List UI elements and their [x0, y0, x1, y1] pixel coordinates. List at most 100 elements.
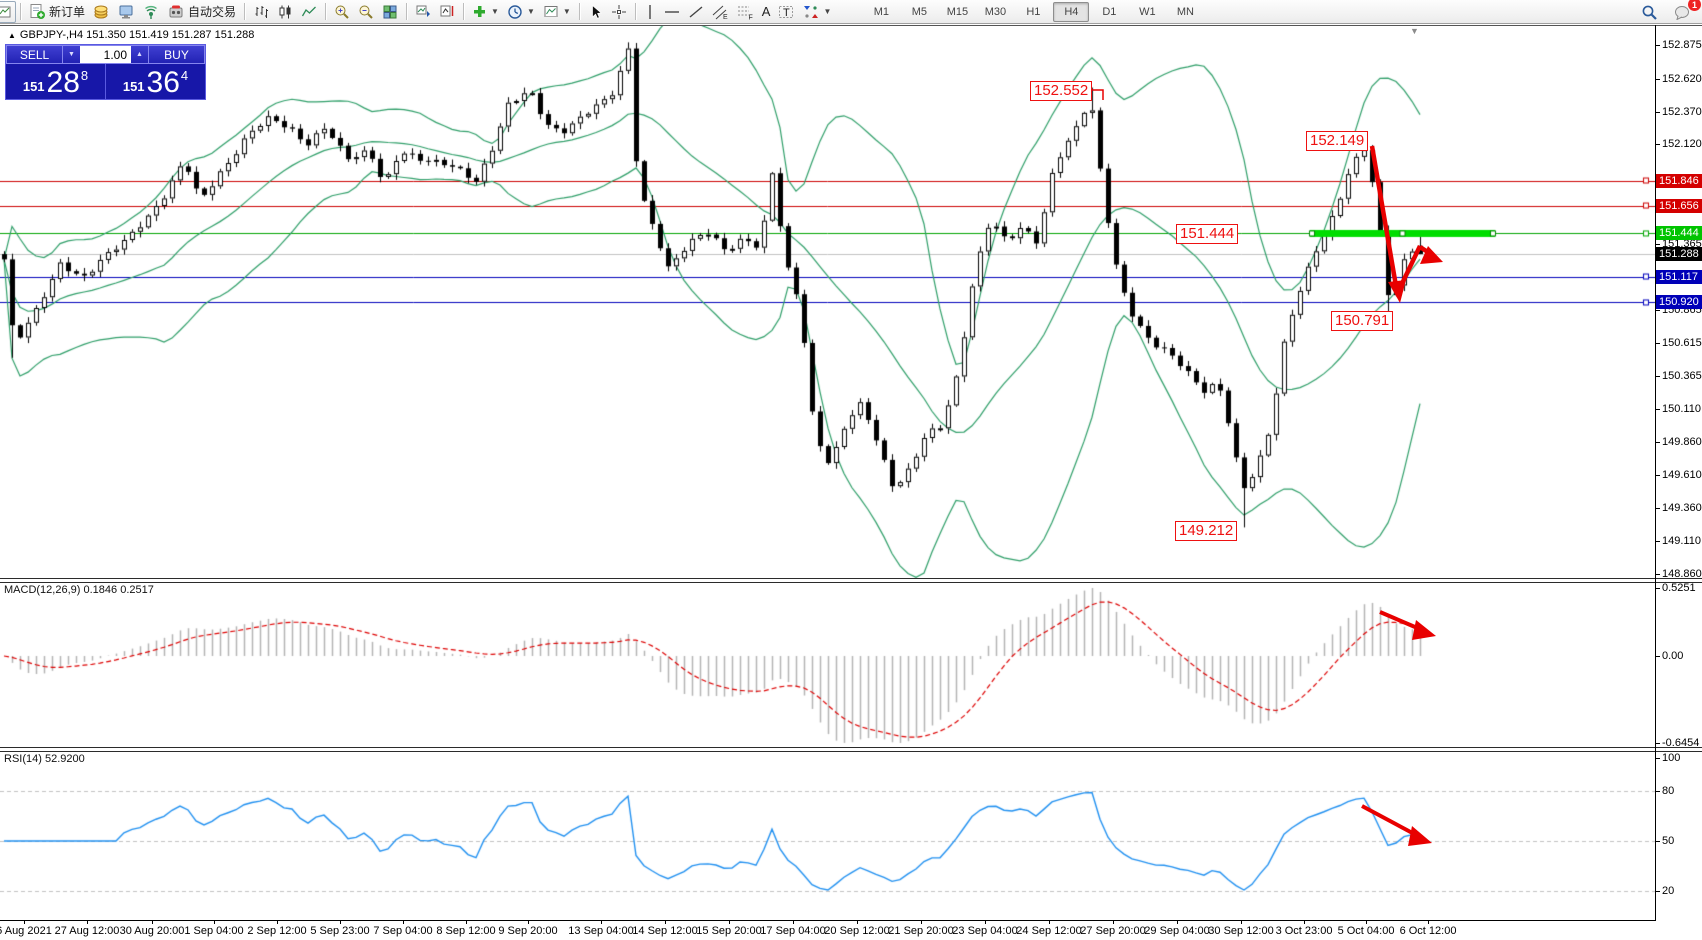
sell-price-display: 151 28 8 [6, 64, 106, 99]
vertical-line-icon [649, 4, 651, 19]
price-axis-tick: 150.615 [1662, 336, 1702, 349]
sell-button[interactable]: SELL [6, 45, 63, 64]
rsi-pane-canvas[interactable] [0, 752, 1655, 920]
price-annotation[interactable]: 150.791 [1331, 311, 1394, 331]
timeframe-button-d1[interactable]: D1 [1102, 5, 1117, 18]
channel-tool-button[interactable]: E [708, 1, 733, 23]
price-annotation[interactable]: 152.552 [1030, 81, 1093, 101]
market-watch-button[interactable] [0, 0, 16, 23]
time-axis-tick-mark [340, 920, 341, 924]
new-order-button[interactable]: 新订单 [25, 1, 89, 23]
pane-divider[interactable] [0, 747, 1702, 752]
price-annotation[interactable]: 151.444 [1176, 224, 1239, 244]
text-tool-icon: A [761, 4, 771, 19]
toolbar-separator [463, 3, 465, 20]
date-label: 30 Aug 20:00 [119, 925, 185, 937]
date-label: 20 Sep 12:00 [824, 925, 890, 937]
periods-button[interactable]: ▼ [503, 1, 539, 23]
price-axis-tick-mark [1655, 112, 1660, 113]
price-annotation[interactable]: 152.149 [1306, 131, 1369, 151]
text-label-tool-button[interactable]: T [774, 1, 799, 23]
price-axis-label: 151.656 [1656, 198, 1702, 213]
dropdown-arrow-icon: ▼ [526, 7, 535, 16]
date-label: 30 Sep 12:00 [1208, 925, 1274, 937]
buy-button[interactable]: BUY [148, 45, 205, 64]
auto-arrange-button[interactable] [411, 1, 435, 23]
date-label: 13 Sep 04:00 [568, 925, 634, 937]
line-chart-mode-button[interactable] [297, 1, 321, 23]
new-order-icon [30, 4, 45, 19]
toolbar-separator [406, 3, 408, 20]
gold-coins-icon [94, 5, 108, 18]
timeframe-button-w1[interactable]: W1 [1139, 5, 1156, 18]
time-axis-tick-mark [921, 920, 922, 924]
arrange-windows-icon [416, 5, 431, 17]
price-axis-tick: 150.365 [1662, 369, 1702, 382]
tile-windows-button[interactable] [378, 1, 402, 23]
new-order-label: 新订单 [49, 5, 86, 19]
candlestick-icon [279, 5, 291, 18]
volume-decrease-button[interactable]: ▼ [63, 46, 80, 63]
date-label: 17 Sep 04:00 [760, 925, 826, 937]
autotrading-button[interactable]: 自动交易 [164, 1, 240, 23]
price-axis-tick: 152.875 [1662, 39, 1702, 51]
text-tool-button[interactable]: A [758, 1, 775, 23]
timeframe-button-h1[interactable]: H1 [1026, 5, 1041, 18]
rsi-axis-tick: 100 [1662, 752, 1681, 764]
time-axis-tick-mark [1177, 920, 1178, 924]
remote-access-button[interactable] [114, 1, 139, 23]
deposit-button[interactable] [89, 1, 114, 23]
timeframe-button-mn[interactable]: MN [1176, 5, 1194, 18]
price-axis-tick-mark [1655, 79, 1660, 80]
date-label: 8 Sep 12:00 [436, 925, 496, 937]
trendline-tool-button[interactable] [684, 1, 708, 23]
crosshair-icon [611, 4, 626, 19]
horizontal-line-tool-button[interactable] [660, 1, 684, 23]
toolbar-separator [244, 3, 246, 20]
price-axis-tick: 148.860 [1662, 567, 1702, 580]
fibonacci-tool-button[interactable]: F [733, 1, 758, 23]
date-label: 23 Sep 04:00 [952, 925, 1018, 937]
time-axis-tick-mark [857, 920, 858, 924]
candlestick-mode-button[interactable] [273, 1, 297, 23]
zoom-out-button[interactable] [354, 1, 378, 23]
pane-divider[interactable] [0, 578, 1702, 583]
rsi-axis-tick: 20 [1662, 884, 1675, 897]
search-button[interactable] [1637, 1, 1662, 23]
timeframe-button-m15[interactable]: M15 [946, 5, 969, 18]
crosshair-tool-button[interactable] [607, 1, 631, 23]
price-axis-tick: 149.360 [1662, 501, 1702, 514]
price-axis-tick-mark [1655, 376, 1660, 377]
timeframe-button-m30[interactable]: M30 [984, 5, 1007, 18]
bar-chart-mode-button[interactable] [249, 1, 273, 23]
scroll-to-end-button[interactable] [435, 1, 459, 23]
volume-increase-button[interactable]: ▲ [131, 46, 148, 63]
zoom-in-button[interactable] [330, 1, 354, 23]
signal-button[interactable] [139, 1, 164, 23]
time-axis-tick-mark [277, 920, 278, 924]
timeframe-button-m5[interactable]: M5 [911, 5, 928, 18]
vertical-line-tool-button[interactable] [640, 1, 660, 23]
time-axis-tick-mark [1113, 920, 1114, 924]
price-axis-label: 151.288 [1656, 247, 1702, 261]
arrows-tool-button[interactable]: ▼ [799, 1, 835, 23]
volume-input[interactable]: 1.00 [80, 46, 131, 63]
price-annotation[interactable]: 149.212 [1175, 521, 1238, 541]
time-axis-tick-mark [152, 920, 153, 924]
templates-button[interactable]: ▼ [539, 1, 575, 23]
price-chart-canvas[interactable] [0, 26, 1655, 578]
timeframe-button-m1[interactable]: M1 [873, 5, 890, 18]
chart-shift-icon [440, 5, 454, 16]
price-axis-label: 151.846 [1656, 173, 1702, 188]
macd-pane-canvas[interactable] [0, 583, 1655, 747]
chart-window-icon [0, 6, 11, 17]
toolbar-separator [634, 3, 636, 20]
timeframe-button-h4[interactable]: H4 [1053, 1, 1090, 22]
notifications-button[interactable]: 1 [1670, 0, 1701, 23]
indicators-button[interactable]: ▼ [468, 1, 503, 23]
time-axis-tick-mark [1049, 920, 1050, 924]
cursor-tool-button[interactable] [584, 1, 607, 23]
main-toolbar: 新订单 自动交易 [0, 0, 1702, 24]
date-label: 15 Sep 20:00 [696, 925, 762, 937]
